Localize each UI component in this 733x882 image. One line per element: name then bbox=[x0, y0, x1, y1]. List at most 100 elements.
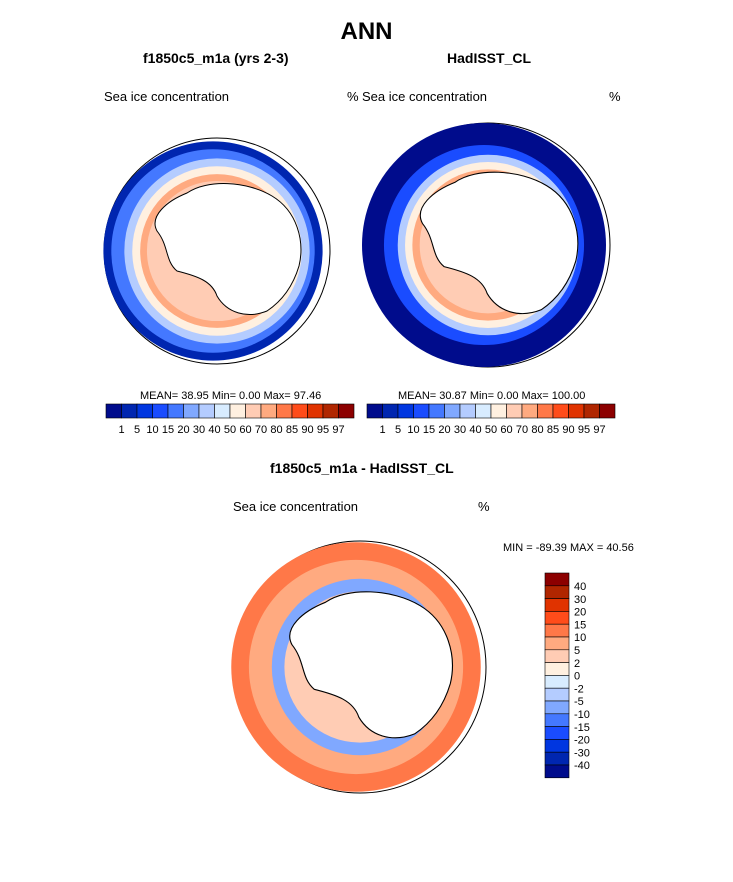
colorbar2-swatch bbox=[444, 403, 461, 419]
colorbar3-swatch bbox=[544, 611, 570, 625]
colorbar1-tick-label: 10 bbox=[146, 424, 158, 436]
panel3-variable: Sea ice concentration bbox=[233, 499, 359, 514]
colorbar2-swatch bbox=[475, 403, 492, 419]
colorbar2-swatch bbox=[382, 403, 399, 419]
colorbar2-swatch bbox=[397, 403, 414, 419]
colorbar2-tick-label: 80 bbox=[531, 424, 543, 436]
colorbar1-swatch bbox=[307, 403, 324, 419]
panel3-units: % bbox=[478, 499, 490, 514]
colorbar2-swatch bbox=[366, 403, 383, 419]
colorbar2-swatch bbox=[583, 403, 600, 419]
colorbar1-tick-label: 15 bbox=[162, 424, 174, 436]
colorbar3-tick-label: 0 bbox=[574, 671, 580, 683]
colorbar1-swatch bbox=[276, 403, 293, 419]
colorbar2-swatch bbox=[537, 403, 554, 419]
colorbar3-swatch bbox=[544, 636, 570, 651]
panel2-title: HadISST_CL bbox=[447, 50, 532, 66]
colorbar2-swatch bbox=[490, 403, 507, 419]
colorbar2-swatch bbox=[413, 403, 430, 419]
panel2-units: % bbox=[609, 89, 621, 104]
colorbar1-tick-label: 85 bbox=[286, 424, 298, 436]
colorbar3-tick-label: -15 bbox=[574, 722, 590, 734]
colorbar1-swatch bbox=[260, 403, 277, 419]
panel2-stats: MEAN= 30.87 Min= 0.00 Max= 100.00 bbox=[398, 390, 586, 402]
colorbar1-tick-label: 60 bbox=[239, 424, 251, 436]
colorbar3-swatch bbox=[544, 700, 570, 715]
colorbar2-swatch bbox=[568, 403, 585, 419]
colorbar1-swatch bbox=[167, 403, 184, 419]
colorbar3-tick-label: -5 bbox=[574, 696, 584, 708]
colorbar3-tick-label: 20 bbox=[574, 607, 586, 619]
colorbar3-swatch bbox=[544, 687, 570, 702]
colorbar3-swatch bbox=[544, 675, 570, 689]
colorbar1-swatch bbox=[121, 403, 138, 419]
colorbar1-swatch bbox=[214, 403, 231, 419]
colorbar1-tick-label: 97 bbox=[332, 424, 344, 436]
colorbar1-tick-label: 95 bbox=[317, 424, 329, 436]
colorbar2-tick-label: 15 bbox=[423, 424, 435, 436]
colorbar1-tick-label: 20 bbox=[177, 424, 189, 436]
panel1-variable: Sea ice concentration bbox=[104, 89, 230, 104]
colorbar1-swatch bbox=[229, 403, 246, 419]
colorbar1-swatch bbox=[183, 403, 200, 419]
colorbar1-swatch bbox=[152, 403, 169, 419]
panel2-map-antarctica-outline bbox=[420, 171, 579, 315]
colorbar2-tick-label: 70 bbox=[516, 424, 528, 436]
colorbar3-swatch bbox=[544, 739, 570, 753]
colorbar1-tick-label: 70 bbox=[255, 424, 267, 436]
colorbar1-tick-label: 50 bbox=[224, 424, 236, 436]
colorbar2-tick-label: 50 bbox=[485, 424, 497, 436]
panel1-units: % bbox=[347, 89, 359, 104]
figure-title: ANN bbox=[340, 18, 393, 45]
colorbar1-swatch bbox=[291, 403, 308, 419]
colorbar1-tick-label: 1 bbox=[118, 424, 124, 436]
panel1-title: f1850c5_m1a (yrs 2-3) bbox=[143, 50, 289, 66]
colorbar3-tick-label: -30 bbox=[574, 747, 590, 759]
colorbar2-swatch bbox=[521, 403, 538, 419]
colorbar2-tick-label: 60 bbox=[500, 424, 512, 436]
colorbar3-swatch bbox=[544, 764, 570, 779]
colorbar1-swatch bbox=[136, 403, 153, 419]
colorbar1-swatch bbox=[198, 403, 215, 419]
colorbar2-tick-label: 20 bbox=[438, 424, 450, 436]
colorbar2-swatch bbox=[552, 403, 569, 419]
colorbar3-tick-label: 2 bbox=[574, 658, 580, 670]
colorbar1-swatch bbox=[322, 403, 339, 419]
colorbar3-tick-label: 30 bbox=[574, 594, 586, 606]
colorbar3-tick-label: 10 bbox=[574, 632, 586, 644]
colorbar3-swatch bbox=[544, 726, 570, 740]
colorbar3-tick-label: -40 bbox=[574, 760, 590, 772]
colorbar1-swatch bbox=[105, 403, 122, 419]
colorbar3-tick-label: 40 bbox=[574, 581, 586, 593]
colorbar1-swatch bbox=[245, 403, 262, 419]
colorbar2-tick-label: 30 bbox=[454, 424, 466, 436]
colorbar2-tick-label: 85 bbox=[547, 424, 559, 436]
colorbar3-tick-label: -10 bbox=[574, 709, 590, 721]
colorbar3-swatch bbox=[544, 751, 570, 766]
colorbar3-swatch bbox=[544, 623, 570, 638]
colorbar2-tick-label: 1 bbox=[379, 424, 385, 436]
colorbar3-tick-label: 15 bbox=[574, 619, 586, 631]
colorbar2-tick-label: 5 bbox=[395, 424, 401, 436]
colorbar1-tick-label: 90 bbox=[301, 424, 313, 436]
colorbar2-tick-label: 95 bbox=[578, 424, 590, 436]
colorbar3-swatch bbox=[544, 713, 570, 727]
colorbar2-tick-label: 97 bbox=[593, 424, 605, 436]
panel3-stats: MIN = -89.39 MAX = 40.56 bbox=[503, 542, 634, 554]
colorbar1-tick-label: 30 bbox=[193, 424, 205, 436]
colorbar1-swatch bbox=[338, 403, 355, 419]
colorbar3-swatch bbox=[544, 572, 570, 587]
panel2-variable: Sea ice concentration bbox=[362, 89, 488, 104]
panel3-map-antarctica-outline bbox=[289, 591, 453, 739]
colorbar3-swatch bbox=[544, 585, 570, 599]
colorbar2-swatch bbox=[506, 403, 523, 419]
colorbar1-tick-label: 5 bbox=[134, 424, 140, 436]
panel1-stats: MEAN= 38.95 Min= 0.00 Max= 97.46 bbox=[140, 390, 322, 402]
panel1-map-antarctica-outline bbox=[154, 183, 302, 315]
colorbar2-tick-label: 90 bbox=[562, 424, 574, 436]
colorbar3-tick-label: -2 bbox=[574, 683, 584, 695]
colorbar2-swatch bbox=[459, 403, 476, 419]
colorbar1-tick-label: 40 bbox=[208, 424, 220, 436]
